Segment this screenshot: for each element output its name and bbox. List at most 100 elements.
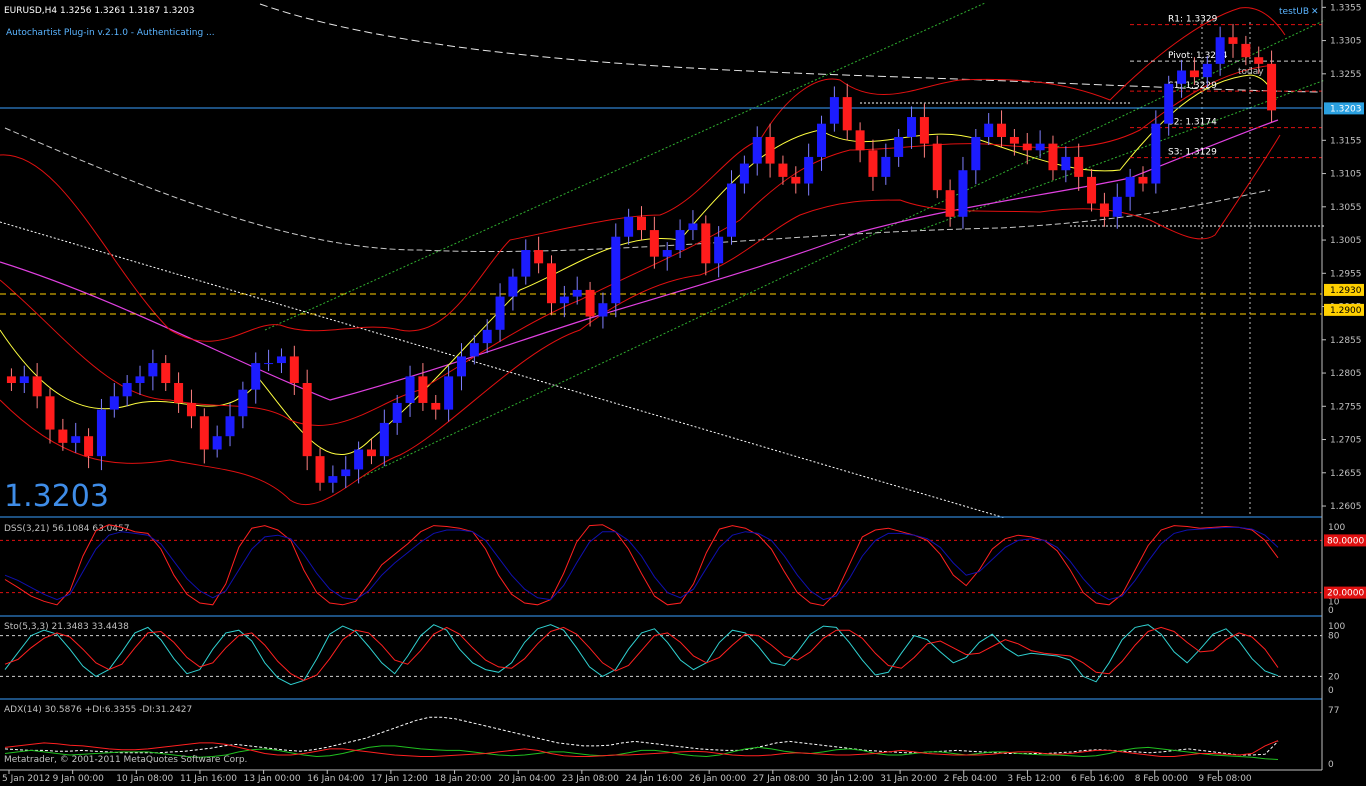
candle-body bbox=[804, 156, 814, 184]
pane-tick-label: 20 bbox=[1328, 672, 1340, 682]
time-tick-label: 13 Jan 00:00 bbox=[244, 774, 301, 784]
close-icon[interactable]: ✕ bbox=[1311, 7, 1319, 17]
candle-body bbox=[572, 289, 582, 297]
candle-body bbox=[932, 143, 942, 191]
pane-tick-label: 0 bbox=[1328, 606, 1334, 616]
candle-body bbox=[315, 456, 325, 483]
candlesticks bbox=[6, 23, 1277, 493]
pane-tick-label: 100 bbox=[1328, 523, 1345, 533]
price-pane[interactable]: R1: 1.3329 Pivot: 1.3274 S1: 1.3229 S2: 1.3… bbox=[0, 2, 1326, 519]
candle-body bbox=[1267, 63, 1277, 111]
candle-body bbox=[1022, 143, 1032, 151]
candle-body bbox=[559, 296, 569, 304]
candle-body bbox=[971, 136, 981, 171]
candle-body bbox=[186, 402, 196, 417]
candle-body bbox=[1202, 63, 1212, 78]
price-tick-label: 1.3055 bbox=[1330, 203, 1362, 213]
candle-body bbox=[1189, 70, 1199, 78]
candle-body bbox=[1215, 37, 1225, 64]
time-axis[interactable]: 5 Jan 2012 9 Jan 00:00 10 Jan 08:00 11 Jan … bbox=[2, 770, 1252, 784]
candle-body bbox=[444, 376, 454, 410]
candle-body bbox=[688, 223, 698, 231]
candle-body bbox=[1009, 136, 1019, 144]
candle-body bbox=[84, 436, 94, 457]
candle-body bbox=[984, 123, 994, 137]
pane-tick-label: 0 bbox=[1328, 686, 1334, 696]
time-tick-label: 9 Jan 00:00 bbox=[53, 774, 105, 784]
price-tick-label: 1.2855 bbox=[1330, 336, 1362, 346]
candle-body bbox=[264, 363, 274, 365]
candle-body bbox=[225, 416, 235, 437]
ma-yellow bbox=[0, 74, 1277, 455]
dss-title: DSS(3,21) 56.1084 63.0457 bbox=[4, 524, 130, 534]
current-price-tag bbox=[1324, 102, 1364, 115]
series-line--di bbox=[4, 740, 1279, 757]
candle-body bbox=[1151, 123, 1161, 184]
candle-body bbox=[675, 230, 685, 251]
candle-body bbox=[1074, 156, 1084, 177]
adx-title: ADX(14) 30.5876 +DI:6.3355 -DI:31.2427 bbox=[4, 705, 192, 715]
price-tick-label: 1.3005 bbox=[1330, 236, 1362, 246]
bollinger-middle bbox=[0, 64, 1276, 426]
candle-body bbox=[907, 117, 917, 137]
level-tag-label: 1.2930 bbox=[1330, 286, 1362, 296]
candle-body bbox=[868, 150, 878, 177]
time-tick-label: 17 Jan 12:00 bbox=[371, 774, 428, 784]
candle-body bbox=[855, 130, 865, 151]
price-tick-label: 1.2605 bbox=[1330, 502, 1362, 512]
candle-body bbox=[276, 356, 286, 364]
candle-body bbox=[392, 402, 402, 423]
candle-body bbox=[418, 376, 428, 403]
candle-body bbox=[109, 396, 119, 410]
pane-tick-label: 0 bbox=[1328, 760, 1334, 770]
candle-body bbox=[791, 176, 801, 184]
series-line-adx bbox=[4, 716, 1279, 756]
price-axis[interactable]: 1.3355 1.3305 1.3255 1.3155 1.3105 1.3055 1.30… bbox=[1322, 3, 1366, 770]
candle-body bbox=[919, 117, 929, 144]
time-tick-label: 8 Feb 00:00 bbox=[1135, 774, 1189, 784]
adx-pane[interactable]: ADX(14) 30.5876 +DI:6.3355 -DI:31.2427 bbox=[4, 705, 1279, 760]
candle-body bbox=[379, 422, 389, 457]
candle-body bbox=[354, 449, 364, 470]
candle-body bbox=[1048, 143, 1058, 171]
current-price-tag-label: 1.3203 bbox=[1330, 104, 1362, 114]
candle-body bbox=[1061, 156, 1071, 171]
candle-body bbox=[997, 123, 1007, 137]
bollinger-lower bbox=[0, 134, 1281, 506]
dss-pane[interactable]: DSS(3,21) 56.1084 63.0457 bbox=[0, 524, 1322, 607]
candle-body bbox=[469, 343, 479, 357]
candle-body bbox=[727, 183, 737, 237]
stochastic-pane[interactable]: Sto(5,3,3) 21.3483 33.4438 bbox=[0, 622, 1322, 686]
candle-body bbox=[431, 402, 441, 410]
candle-body bbox=[32, 376, 42, 397]
pane-tick-label: 100 bbox=[1328, 622, 1345, 632]
price-tick-label: 1.3105 bbox=[1330, 170, 1362, 180]
time-tick-label: 26 Jan 00:00 bbox=[689, 774, 746, 784]
time-tick-label: 5 Jan 2012 bbox=[2, 774, 50, 784]
time-tick-label: 18 Jan 20:00 bbox=[435, 774, 492, 784]
candle-body bbox=[302, 383, 312, 457]
candle-body bbox=[199, 416, 209, 450]
candle-body bbox=[96, 409, 106, 457]
time-tick-label: 20 Jan 04:00 bbox=[498, 774, 555, 784]
candle-body bbox=[598, 303, 608, 317]
candle-body bbox=[251, 363, 261, 390]
level-value-tag bbox=[1324, 586, 1366, 599]
pivot-label: S3: 1.3129 bbox=[1168, 148, 1217, 158]
candle-body bbox=[765, 136, 775, 164]
level-value-tag bbox=[1324, 534, 1366, 547]
time-tick-label: 10 Jan 08:00 bbox=[116, 774, 173, 784]
candle-body bbox=[1112, 196, 1122, 217]
candle-body bbox=[534, 250, 544, 264]
candle-body bbox=[521, 250, 531, 277]
candle-body bbox=[1035, 143, 1045, 151]
level-value-label: 80.0000 bbox=[1327, 536, 1364, 546]
time-tick-label: 9 Feb 08:00 bbox=[1198, 774, 1252, 784]
candle-body bbox=[739, 163, 749, 184]
candle-body bbox=[238, 389, 248, 417]
time-tick-label: 31 Jan 20:00 bbox=[880, 774, 937, 784]
level-tag bbox=[1324, 303, 1364, 316]
series-line-signal bbox=[4, 626, 1279, 682]
